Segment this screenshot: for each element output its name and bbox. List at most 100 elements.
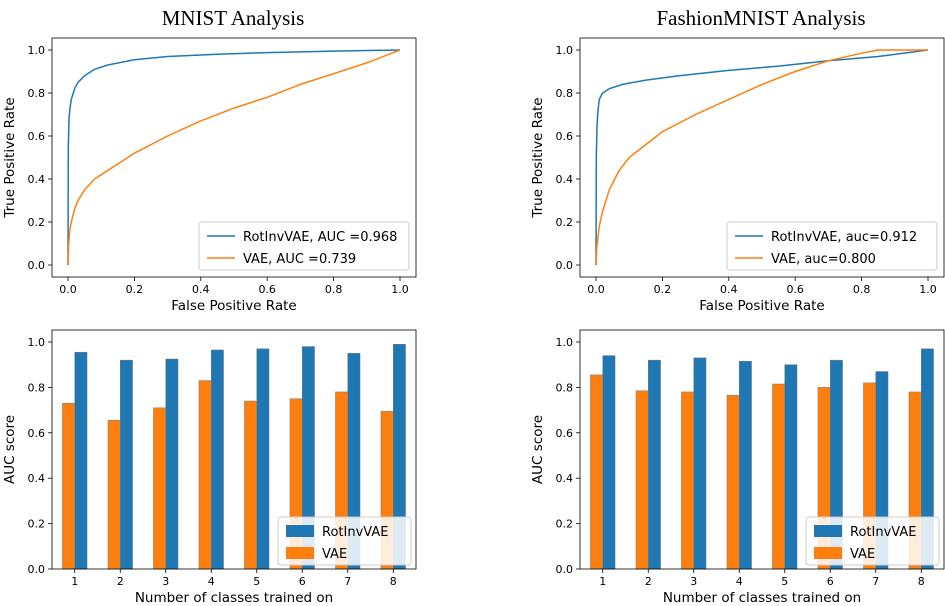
- plot-frame: [51, 37, 417, 278]
- rotinvvae-bar: [120, 359, 133, 570]
- y-tick-label: 0.6: [28, 427, 46, 440]
- legend-swatch: [814, 525, 842, 537]
- y-tick-label: 0.4: [28, 472, 46, 485]
- x-tick-label: 2: [117, 575, 124, 588]
- rotinvvae-roc-line: [595, 49, 929, 266]
- x-tick-label: 7: [344, 575, 351, 588]
- y-tick-label: 0.2: [556, 518, 574, 531]
- x-tick-label: 4: [736, 575, 743, 588]
- vae-bar: [153, 407, 166, 570]
- x-tick-label: 0.4: [192, 283, 210, 296]
- x-tick-label: 8: [918, 575, 925, 588]
- fashion-roc-chart: 0.0 0.2 0.4 0.6 0.8 1.0 False Positive Rate 0.0…: [530, 37, 945, 314]
- rotinvvae-bar: [602, 355, 616, 570]
- y-axis-label: AUC score: [530, 415, 546, 484]
- rotinvvae-bar: [165, 358, 179, 570]
- y-tick-label: 1.0: [556, 336, 574, 349]
- plot-frame: [579, 329, 945, 570]
- y-tick-label: 1.0: [556, 44, 574, 57]
- y-tick-label: 0.8: [556, 381, 574, 394]
- plot-frame: [579, 37, 945, 278]
- x-tick-label: 3: [162, 575, 169, 588]
- y-tick-label: 0.0: [28, 563, 46, 576]
- legend-label: RotInvVAE: [322, 525, 388, 540]
- y-tick-label: 0.2: [28, 518, 46, 531]
- y-tick-label: 0.8: [556, 87, 574, 100]
- x-axis-label: False Positive Rate: [699, 298, 824, 314]
- legend-swatch: [814, 547, 842, 559]
- y-tick-label: 0.8: [28, 381, 46, 394]
- y-tick-label: 0.2: [28, 216, 46, 229]
- x-axis-label: Number of classes trained on: [663, 590, 861, 606]
- x-axis-label: Number of classes trained on: [135, 590, 333, 606]
- vae-roc-line: [67, 49, 401, 266]
- vae-bar: [772, 383, 786, 570]
- x-tick-label: 5: [781, 575, 788, 588]
- rotinvvae-bar: [784, 364, 798, 570]
- vae-bar: [635, 390, 649, 570]
- y-tick-label: 0.4: [28, 173, 46, 186]
- y-tick-label: 0.0: [28, 259, 46, 272]
- rotinvvae-bar: [648, 359, 661, 570]
- x-tick-label: 0.2: [654, 283, 672, 296]
- x-tick-label: 1.0: [391, 283, 409, 296]
- x-tick-label: 1: [71, 575, 78, 588]
- legend-swatch: [286, 547, 314, 559]
- legend-box: [198, 221, 410, 271]
- rotinvvae-bar: [74, 351, 88, 570]
- y-tick-label: 0.4: [556, 173, 574, 186]
- x-tick-label: 0.6: [786, 283, 804, 296]
- x-tick-label: 0.8: [853, 283, 871, 296]
- rotinvvae-bar: [739, 361, 752, 570]
- vae-roc-line: [595, 49, 928, 266]
- y-axis-label: AUC score: [2, 415, 18, 484]
- rotinvvae-bar: [211, 349, 224, 570]
- x-tick-label: 6: [299, 575, 306, 588]
- x-tick-label: 8: [390, 575, 397, 588]
- x-tick-label: 0.8: [325, 283, 343, 296]
- plot-frame: [51, 329, 417, 570]
- column-title-mnist: MNIST Analysis: [162, 6, 305, 30]
- x-tick-label: 0.2: [126, 283, 144, 296]
- legend-label: RotInvVAE: [850, 525, 916, 540]
- mnist-roc-chart: 0.0 0.2 0.4 0.6 0.8 1.0 False Positive Rate 0.0…: [2, 37, 417, 314]
- legend-label: RotInvVAE, auc=0.912: [771, 230, 917, 245]
- y-tick-label: 0.4: [556, 472, 574, 485]
- legend-swatch: [286, 525, 314, 537]
- vae-bar: [198, 380, 212, 570]
- y-axis-label: True Positive Rate: [2, 97, 18, 218]
- x-tick-label: 2: [645, 575, 652, 588]
- vae-bar: [590, 374, 604, 570]
- legend-label: VAE: [850, 547, 875, 562]
- x-tick-label: 6: [827, 575, 834, 588]
- y-tick-label: 0.6: [556, 427, 574, 440]
- vae-bar: [62, 403, 75, 570]
- x-tick-label: 1: [599, 575, 606, 588]
- legend-label: VAE, auc=0.800: [771, 252, 876, 267]
- y-tick-label: 0.6: [556, 130, 574, 143]
- x-tick-label: 0.6: [258, 283, 276, 296]
- x-tick-label: 5: [253, 575, 260, 588]
- vae-bar: [244, 400, 257, 570]
- y-tick-label: 1.0: [28, 336, 46, 349]
- legend-label: VAE: [322, 547, 347, 562]
- x-tick-label: 7: [872, 575, 879, 588]
- y-tick-label: 1.0: [28, 44, 46, 57]
- vae-bar: [726, 395, 740, 570]
- rotinvvae-bar: [693, 357, 707, 570]
- legend-label: RotInvVAE, AUC =0.968: [243, 230, 397, 245]
- fashion-auc-bar-chart: 1 2 3 4 5 6 7 8 Number of classes trained on 0.0 0…: [530, 329, 945, 606]
- x-tick-label: 3: [690, 575, 697, 588]
- legend-label: VAE, AUC =0.739: [243, 252, 356, 267]
- x-tick-label: 4: [208, 575, 215, 588]
- y-axis-label: True Positive Rate: [530, 97, 546, 218]
- x-tick-label: 0.0: [59, 283, 77, 296]
- y-tick-label: 0.2: [556, 216, 574, 229]
- vae-bar: [107, 420, 121, 570]
- x-tick-label: 0.0: [587, 283, 605, 296]
- column-title-fashion: FashionMNIST Analysis: [656, 6, 865, 30]
- mnist-auc-bar-chart: 1 2 3 4 5 6 7 8 Number of classes trained on 0.0 0…: [2, 329, 417, 606]
- x-tick-label: 1.0: [919, 283, 937, 296]
- x-tick-label: 0.4: [720, 283, 738, 296]
